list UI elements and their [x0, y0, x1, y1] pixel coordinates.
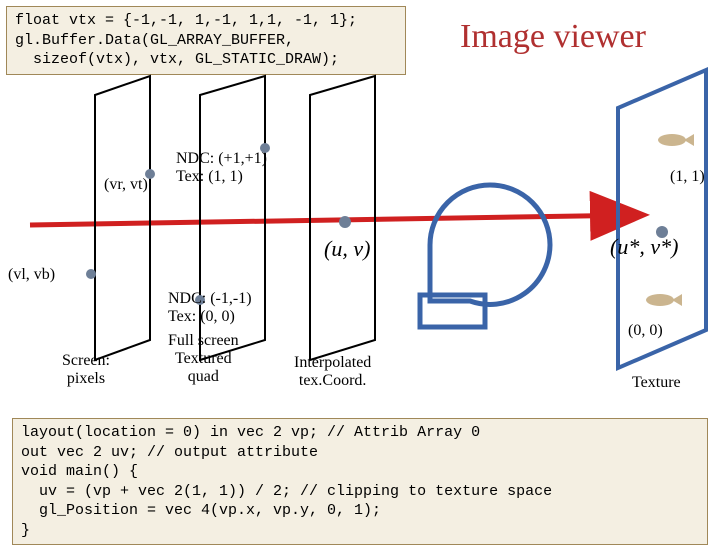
label-vrvt: (vr, vt)	[104, 176, 148, 194]
label-uv: (u, v)	[324, 236, 370, 262]
label-ndc-bot: NDC: (-1,-1) Tex: (0, 0)	[168, 290, 252, 326]
page-title: Image viewer	[460, 18, 646, 56]
label-ndc-top: NDC: (+1,+1) Tex: (1, 1)	[176, 150, 267, 186]
label-interp: Interpolated tex.Coord.	[294, 354, 371, 390]
label-texture: Texture	[632, 374, 681, 392]
code-bottom: layout(location = 0) in vec 2 vp; // Att…	[12, 418, 708, 545]
label-screen: Screen: pixels	[62, 352, 110, 388]
label-one-one: (1, 1)	[670, 168, 705, 186]
label-uvstar: (u*, v*)	[610, 234, 678, 260]
label-zero-zero: (0, 0)	[628, 322, 663, 340]
code-top: float vtx = {-1,-1, 1,-1, 1,1, -1, 1}; g…	[6, 6, 406, 75]
label-vlvb: (vl, vb)	[8, 266, 55, 284]
label-fsquad: Full screen Textured quad	[168, 332, 239, 386]
